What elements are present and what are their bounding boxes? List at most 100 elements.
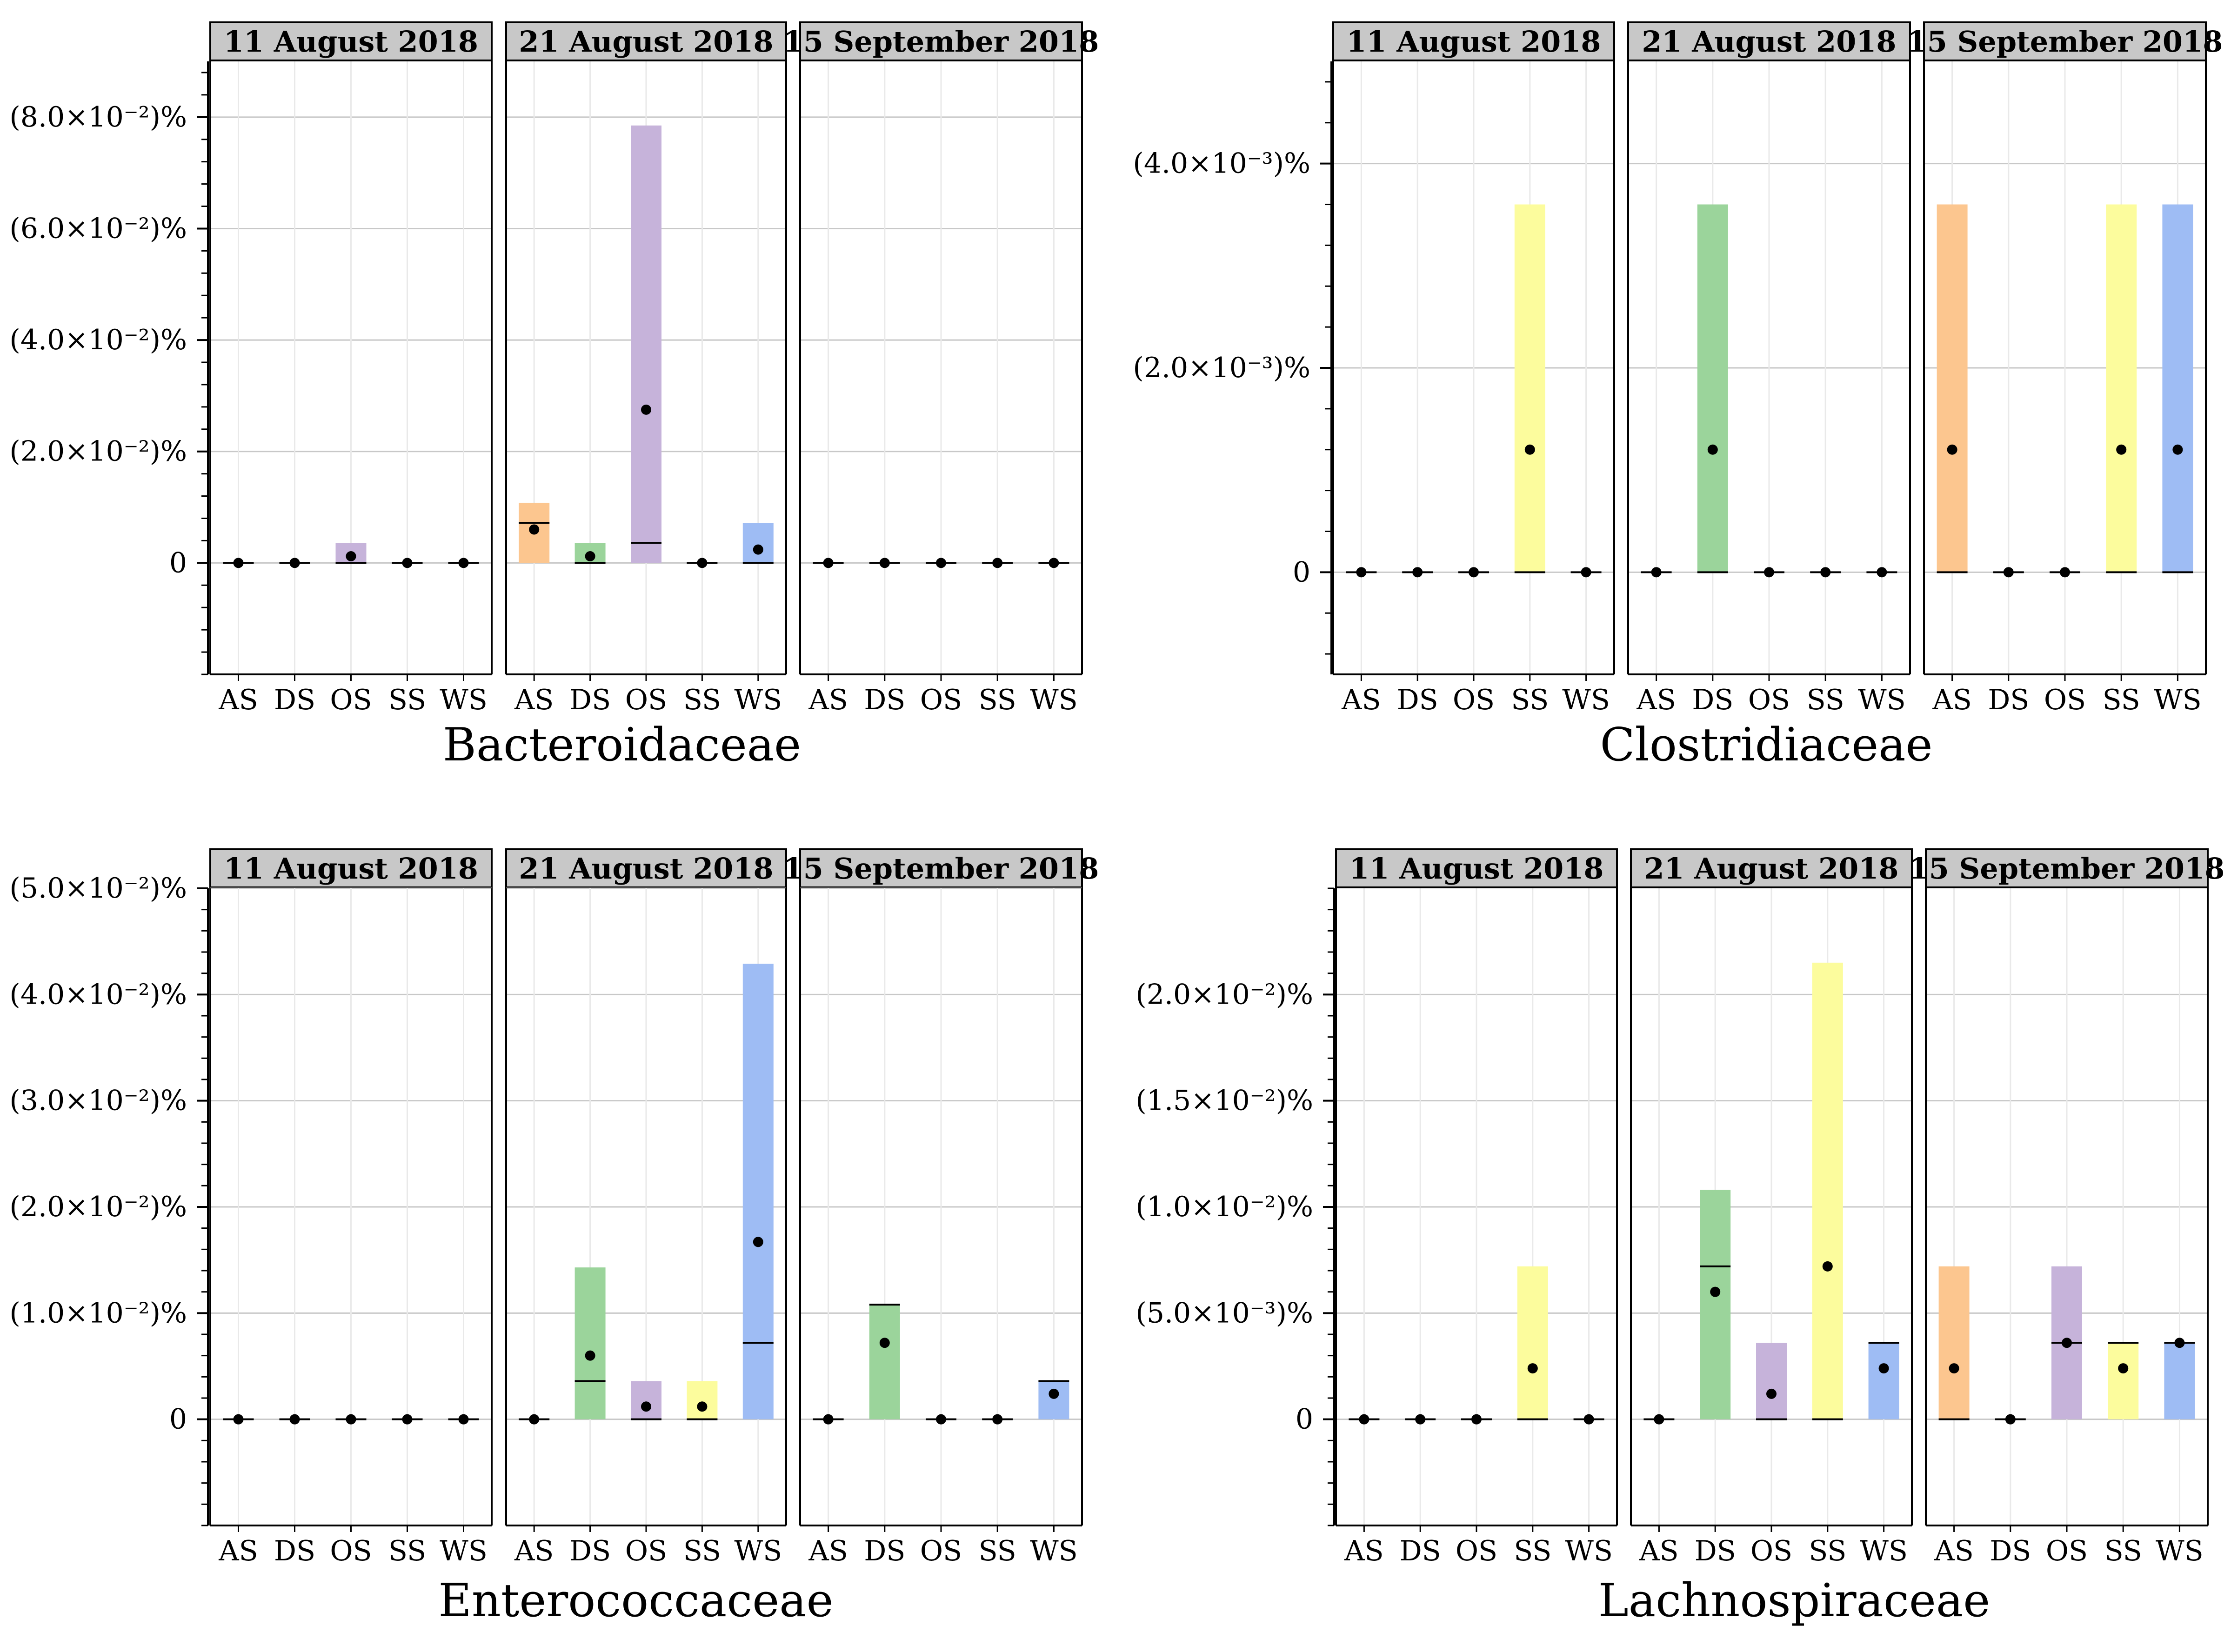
mean-point-ws [2174,1338,2185,1348]
y-tick-label: (1.0×10⁻²)% [9,1297,187,1329]
x-tick-label: DS [1400,1535,1441,1567]
y-tick-label: (2.0×10⁻²)% [1136,978,1313,1011]
mean-point-ds [585,1350,595,1361]
mean-point-ws [458,1414,469,1425]
y-tick-label: (4.0×10⁻²)% [9,324,187,356]
x-tick-label: SS [2103,684,2140,716]
chart-enterococcaceae: Enterococcaceae 0 (1.0×10⁻²)% (2.0×10⁻²)% (3… [9,848,1099,1627]
x-tick-label: WS [440,684,488,716]
mean-point-ss [992,1414,1003,1425]
x-tick-label: OS [330,684,372,716]
mean-point-ss [697,1401,708,1412]
mean-point-os [641,404,651,415]
range-bar-ss [687,1381,718,1419]
range-bar-ws [742,523,774,563]
chart-clostridiaceae: Clostridiaceae 0 (2.0×10⁻³)% (4.0×10⁻³)% 11 … [1133,21,2223,772]
x-tick-label: OS [920,684,962,716]
x-tick-label: OS [330,1535,372,1567]
mean-point-ws [1049,1388,1059,1399]
x-tick-label: DS [274,1535,315,1567]
range-bar-ds [1697,204,1728,573]
mean-point-ds [585,551,595,561]
range-bar-os [1756,1343,1787,1419]
x-tick-label: DS [864,684,905,716]
mean-point-as [1651,567,1662,578]
mean-point-os [1471,1414,1482,1425]
x-tick-label: WS [1860,1535,1908,1567]
mean-point-ss [992,558,1003,568]
panel-strip [799,21,1083,61]
panel-strip-label: 11 August 2018 [224,852,478,886]
mean-point-os [1469,567,1479,578]
x-tick-label: DS [864,1535,905,1567]
range-bar-as [1937,204,1968,573]
x-tick-label: AS [514,1535,554,1567]
mean-point-ss [402,1414,413,1425]
panel-strip-label: 21 August 2018 [519,25,773,59]
panel-strip [505,848,787,888]
mean-point-as [1356,567,1367,578]
mean-point-ds [289,558,300,568]
panel-21-august-2018: 21 August 2018 AS DS OS SS WS [1627,21,1911,716]
x-tick-label: AS [1636,684,1676,716]
x-tick-label: SS [1514,1535,1551,1567]
y-tick-label: (8.0×10⁻²)% [9,101,187,133]
panel-11-august-2018: 11 August 2018 AS DS OS SS WS [1332,21,1615,716]
mean-point-ss [2116,444,2127,455]
y-tick-label: (1.0×10⁻²)% [1136,1191,1313,1223]
mean-point-ds [2003,567,2014,578]
x-tick-label: OS [1748,684,1790,716]
x-tick-label: SS [979,1535,1016,1567]
x-tick-label: SS [683,684,721,716]
panel-strip-label: 15 September 2018 [783,25,1099,59]
x-tick-label: OS [1750,1535,1792,1567]
x-tick-label: WS [1030,1535,1078,1567]
range-bar-ds [1700,1190,1731,1419]
range-bar-ws [1868,1343,1899,1419]
mean-point-os [2060,567,2070,578]
y-tick-label: 0 [1293,556,1310,588]
mean-point-ds [1412,567,1423,578]
range-bar-os [631,1381,661,1419]
x-tick-label: DS [1695,1535,1736,1567]
range-bar-ws [1038,1381,1069,1419]
mean-point-ss [1820,567,1831,578]
chart-title-clostridiaceae: Clostridiaceae [1600,719,1933,772]
y-tick-label: (3.0×10⁻²)% [9,1085,187,1117]
mean-point-os [936,558,946,568]
mean-point-as [823,558,834,568]
range-bar-as [1938,1266,1970,1419]
x-tick-label: AS [808,1535,848,1567]
x-tick-label: SS [683,1535,721,1567]
panel-strip-label: 15 September 2018 [783,852,1099,886]
x-tick-label: DS [1692,684,1733,716]
mean-point-os [1764,567,1774,578]
x-tick-label: AS [808,684,848,716]
x-tick-label: SS [1511,684,1549,716]
y-tick-label: (5.0×10⁻²)% [9,872,187,905]
x-tick-label: SS [1807,684,1844,716]
panel-21-august-2018: 21 August 2018 AS DS OS SS WS [1630,848,1913,1567]
mean-point-as [529,524,540,535]
mean-point-ds [2005,1414,2016,1425]
x-tick-label: WS [1562,684,1610,716]
panel-strip [209,848,493,888]
x-tick-label: AS [1341,684,1381,716]
panel-strip [505,21,787,61]
x-tick-label: WS [734,684,782,716]
x-tick-label: OS [2046,1535,2088,1567]
mean-point-ws [1877,567,1887,578]
range-bar-os [631,125,661,563]
x-tick-label: SS [388,1535,426,1567]
panel-11-august-2018: 11 August 2018 AS DS OS SS WS [209,21,493,716]
x-tick-label: WS [2154,684,2202,716]
y-tick-label: (2.0×10⁻³)% [1133,352,1310,384]
mean-point-as [233,1414,244,1425]
mean-point-ds [289,1414,300,1425]
x-tick-label: DS [274,684,315,716]
x-tick-label: AS [1934,1535,1973,1567]
x-tick-label: WS [1565,1535,1613,1567]
x-tick-label: SS [1809,1535,1846,1567]
panel-strip [1627,21,1911,61]
mean-point-ss [1524,444,1535,455]
